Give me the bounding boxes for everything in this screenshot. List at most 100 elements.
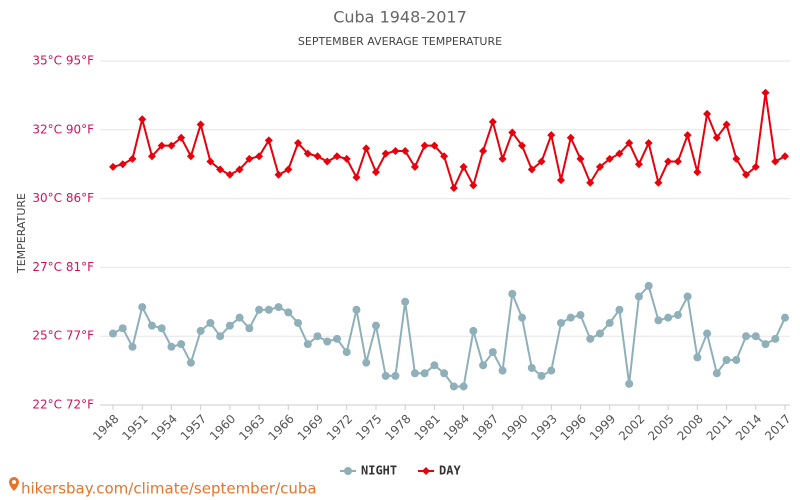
x-tick-label: 1981	[411, 412, 442, 443]
pin-hole	[12, 480, 16, 484]
point	[586, 334, 595, 343]
point	[693, 168, 702, 177]
point	[712, 369, 721, 378]
point	[605, 154, 614, 163]
point	[420, 369, 429, 378]
point	[508, 289, 517, 298]
point	[167, 141, 176, 150]
point	[732, 356, 741, 365]
point	[537, 157, 546, 166]
point	[284, 308, 293, 317]
y-tick-label: 32°C 90°F	[32, 122, 94, 136]
point	[352, 305, 361, 314]
point	[362, 144, 371, 153]
point	[664, 157, 673, 166]
point	[430, 141, 439, 150]
x-tick-label: 1960	[207, 412, 238, 443]
point	[479, 146, 488, 155]
point	[683, 131, 692, 140]
point	[498, 366, 507, 375]
point	[771, 157, 780, 166]
point	[371, 168, 380, 177]
point	[566, 133, 575, 142]
point	[761, 88, 770, 97]
point	[109, 329, 117, 338]
point	[732, 154, 741, 163]
watermark: hikersbay.com/climate/september/cuba	[21, 480, 317, 498]
point	[469, 181, 478, 190]
x-tick-label: 1993	[528, 412, 559, 443]
point	[196, 326, 205, 335]
point	[342, 348, 351, 357]
point	[333, 334, 341, 343]
point	[508, 128, 517, 137]
y-tick-label: 35°C 95°F	[32, 54, 94, 68]
point	[761, 340, 770, 349]
point	[469, 326, 478, 335]
x-tick-label: 2002	[616, 412, 647, 443]
point	[391, 371, 400, 380]
point	[722, 120, 731, 129]
point	[235, 313, 244, 322]
y-tick-label: 22°C 72°F	[32, 398, 94, 412]
y-axis-label: TEMPERATURE	[15, 193, 28, 274]
point	[371, 321, 380, 330]
point	[615, 149, 624, 158]
point	[157, 141, 166, 150]
point	[781, 313, 789, 322]
chart-subtitle: SEPTEMBER AVERAGE TEMPERATURE	[298, 35, 502, 48]
point	[440, 152, 449, 161]
point	[771, 334, 780, 343]
point	[167, 342, 176, 351]
point	[235, 165, 244, 174]
point	[518, 141, 527, 150]
point	[625, 379, 634, 388]
point	[381, 371, 390, 380]
point	[420, 141, 429, 150]
point	[449, 382, 458, 391]
point	[147, 152, 156, 161]
x-tick-label: 1996	[558, 412, 589, 443]
point	[245, 324, 254, 333]
legend-label: NIGHT	[361, 464, 397, 478]
point	[274, 303, 283, 312]
y-tick-label: 30°C 86°F	[32, 191, 94, 205]
legend-label: DAY	[439, 464, 461, 478]
point	[333, 152, 341, 161]
point	[303, 149, 312, 158]
point	[381, 149, 390, 158]
point	[362, 358, 371, 367]
x-tick-label: 1954	[149, 412, 180, 443]
point	[410, 162, 419, 171]
point	[177, 340, 186, 349]
x-tick-label: 1963	[236, 412, 267, 443]
point	[557, 176, 565, 185]
x-tick-label: 1966	[265, 412, 296, 443]
point	[722, 356, 731, 365]
x-tick-label: 1957	[178, 412, 209, 443]
point	[255, 152, 264, 161]
point	[595, 329, 604, 338]
chart-title: Cuba 1948-2017	[333, 8, 467, 27]
point	[673, 157, 682, 166]
point	[401, 297, 410, 306]
point	[352, 173, 361, 182]
point	[177, 133, 186, 142]
y-tick-label: 25°C 77°F	[32, 329, 94, 343]
point	[527, 363, 536, 372]
point	[595, 162, 604, 171]
point	[693, 353, 702, 362]
x-tick-label: 1969	[295, 412, 326, 443]
point	[186, 152, 195, 161]
point	[576, 311, 585, 320]
point	[751, 332, 760, 341]
y-tick-label: 27°C 81°F	[32, 260, 94, 274]
point	[673, 311, 682, 320]
point	[644, 281, 653, 290]
point	[488, 117, 497, 126]
point	[313, 152, 322, 161]
point	[459, 162, 468, 171]
point	[401, 146, 410, 155]
point	[479, 361, 488, 370]
point	[518, 313, 527, 322]
